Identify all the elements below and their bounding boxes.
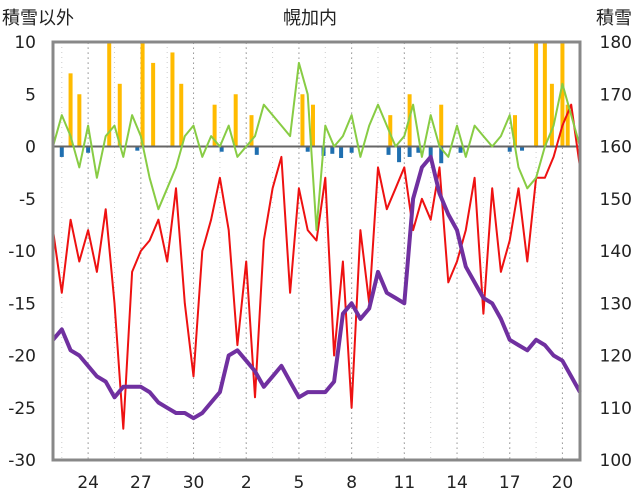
x-tick-label: 17 — [499, 473, 521, 493]
y-right-tick-label: 100 — [600, 451, 632, 471]
y-left-tick-label: -20 — [8, 347, 36, 367]
snow_depth-line — [51, 154, 582, 421]
precip-bar — [520, 146, 525, 151]
sunshine-bar — [439, 104, 444, 147]
x-tick-label: 30 — [183, 473, 205, 493]
precip-bar — [305, 146, 310, 152]
sunshine-bar — [542, 42, 547, 147]
sunshine-bar — [77, 94, 82, 147]
left-axis-title: 積雪以外 — [2, 8, 74, 29]
precip-bar — [416, 146, 421, 153]
sunshine-bar — [560, 42, 565, 147]
precip-bar — [349, 146, 354, 153]
precip-bar — [219, 146, 224, 152]
y-right-tick-label: 110 — [600, 399, 632, 419]
precip-bar — [458, 146, 463, 153]
precip-bar — [339, 146, 344, 158]
sunshine-bar — [151, 62, 156, 147]
y-left-tick-label: 0 — [25, 138, 36, 158]
sunshine-bar — [170, 52, 175, 147]
y-right-tick-label: 120 — [600, 347, 632, 367]
sunshine-bar — [549, 83, 554, 147]
x-tick-label: 11 — [394, 473, 416, 493]
y-left-tick-label: -15 — [8, 294, 36, 314]
precip-bar — [86, 146, 91, 153]
precip-bar — [59, 146, 64, 157]
x-tick-label: 27 — [130, 473, 152, 493]
x-tick-label: 5 — [294, 473, 305, 493]
y-left-tick-label: 5 — [25, 85, 36, 105]
x-tick-label: 2 — [241, 473, 252, 493]
y-left-tick-label: 10 — [14, 33, 36, 53]
precip-bar — [330, 146, 335, 154]
sunshine-bar — [179, 83, 184, 147]
sunshine-bar — [310, 104, 315, 147]
line-series — [51, 61, 582, 430]
y-left-tick-label: -5 — [19, 190, 36, 210]
precip-bar — [439, 146, 444, 164]
precip-bar — [386, 146, 391, 155]
x-tick-label: 8 — [346, 473, 357, 493]
x-tick-label: 14 — [446, 473, 468, 493]
sunshine-bar — [388, 115, 393, 147]
precip-bar — [135, 146, 140, 151]
precip-bar — [397, 146, 402, 163]
precip-bar — [507, 146, 512, 152]
sunshine-bar — [300, 94, 305, 147]
precip-bar — [254, 146, 259, 155]
tick-labels: 24 27 30 2 5 8 11 14 17 20 10 5 0 -5 -10 -15 -20 -25 -30 18… — [8, 33, 632, 493]
temperature-line — [52, 103, 581, 430]
precip-bar — [428, 146, 433, 157]
precip-bar — [407, 146, 412, 157]
sunshine-bar — [565, 104, 570, 147]
y-left-tick-label: -25 — [8, 399, 36, 419]
chart-title: 幌加内 — [283, 8, 337, 29]
y-left-tick-label: -30 — [8, 451, 36, 471]
sunshine-bar — [513, 115, 518, 147]
sunshine-bar — [249, 115, 254, 147]
x-tick-label: 24 — [77, 473, 99, 493]
sunshine-bar — [212, 104, 217, 147]
sunshine-bar — [140, 42, 145, 147]
y-right-tick-label: 150 — [600, 190, 632, 210]
sunshine-bar — [534, 42, 539, 147]
sunshine-bar — [68, 73, 73, 147]
sunshine-bar — [233, 94, 238, 147]
y-right-tick-label: 130 — [600, 294, 632, 314]
x-tick-label: 20 — [552, 473, 574, 493]
bar-series — [59, 42, 570, 164]
y-right-tick-label: 180 — [600, 33, 632, 53]
y-right-tick-label: 140 — [600, 242, 632, 262]
sunshine-bar — [117, 83, 122, 147]
y-left-tick-label: -10 — [8, 242, 36, 262]
y-right-tick-label: 160 — [600, 138, 632, 158]
plot-frame — [51, 40, 582, 462]
sunshine-bar — [107, 42, 112, 147]
y-right-tick-label: 170 — [600, 85, 632, 105]
wind-line — [52, 61, 581, 232]
right-axis-title: 積雪 — [596, 8, 632, 29]
